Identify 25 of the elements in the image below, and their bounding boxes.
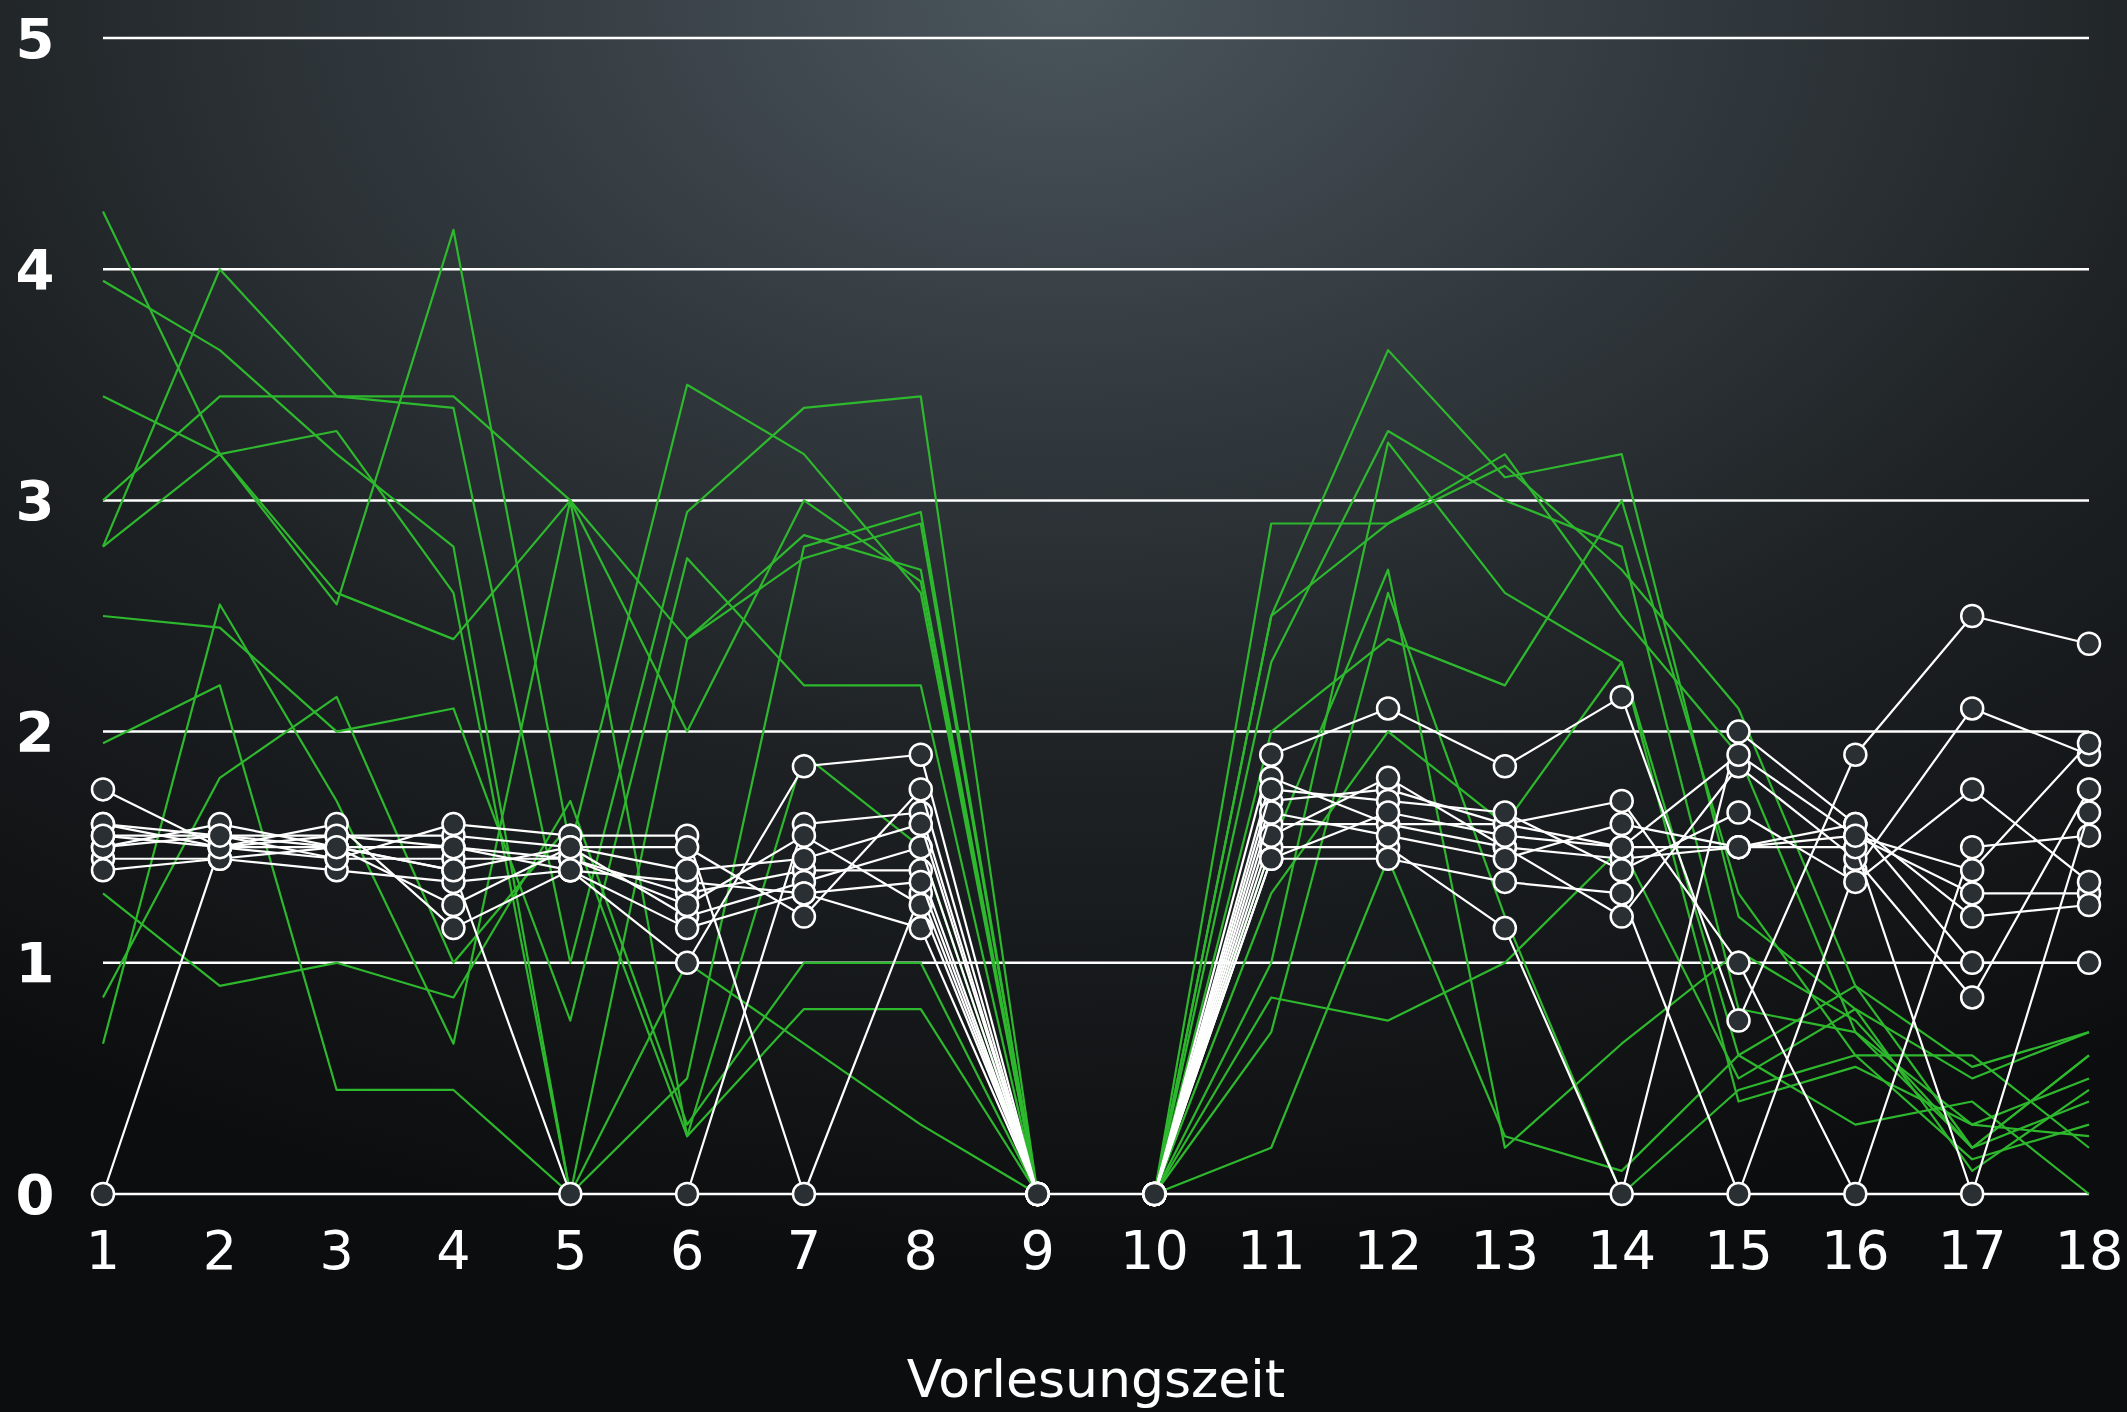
x-tick-label: 18 (2054, 1219, 2124, 1282)
x-axis-title: Vorlesungszeit (906, 1349, 1286, 1409)
x-tick-label: 4 (436, 1219, 471, 1282)
y-tick-label: 4 (15, 236, 55, 302)
x-tick-label: 10 (1120, 1219, 1189, 1282)
x-tick-label: 11 (1236, 1219, 1306, 1282)
y-tick-label: 5 (15, 5, 55, 71)
x-tick-label: 16 (1820, 1219, 1890, 1282)
y-tick-label: 2 (15, 699, 55, 765)
x-tick-label: 6 (669, 1219, 705, 1282)
x-tick-label: 15 (1704, 1219, 1773, 1282)
x-tick-label: 17 (1937, 1219, 2007, 1282)
x-tick-label: 5 (553, 1219, 588, 1282)
x-tick-label: 1 (85, 1219, 121, 1282)
y-tick-label: 1 (15, 930, 55, 996)
x-tick-label: 9 (1020, 1219, 1055, 1282)
x-tick-label: 8 (903, 1219, 938, 1282)
x-tick-label: 12 (1353, 1219, 1423, 1282)
y-tick-label: 3 (15, 468, 55, 533)
x-tick-label: 14 (1587, 1219, 1657, 1282)
y-tick-label: 0 (15, 1161, 55, 1227)
x-tick-label: 3 (319, 1219, 354, 1282)
x-tick-label: 13 (1470, 1219, 1540, 1282)
x-tick-label: 7 (786, 1219, 822, 1282)
x-tick-label: 2 (202, 1219, 237, 1282)
